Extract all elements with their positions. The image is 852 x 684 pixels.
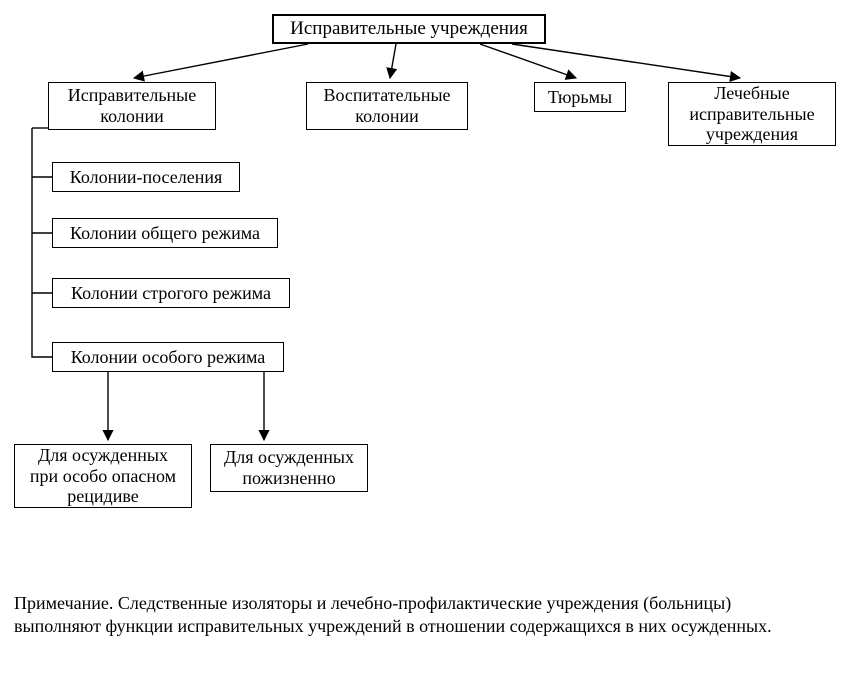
diagram-canvas: Исправительные учреждения Исправительные… [0,0,852,684]
node-educational-colonies: Воспитательныеколонии [306,82,468,130]
node-medical-institutions: Лечебныеисправительныеучреждения [668,82,836,146]
node-correctional-colonies: Исправительныеколонии [48,82,216,130]
node-special-regime: Колонии особого режима [52,342,284,372]
node-root: Исправительные учреждения [272,14,546,44]
node-prisons: Тюрьмы [534,82,626,112]
node-life-sentence: Для осужденныхпожизненно [210,444,368,492]
node-recidivism: Для осужденныхпри особо опасномрецидиве [14,444,192,508]
node-strict-regime: Колонии строгого режима [52,278,290,308]
node-general-regime: Колонии общего режима [52,218,278,248]
note-text: Примечание. Следственные изоляторы и леч… [14,592,774,637]
node-settlement-colonies: Колонии-поселения [52,162,240,192]
